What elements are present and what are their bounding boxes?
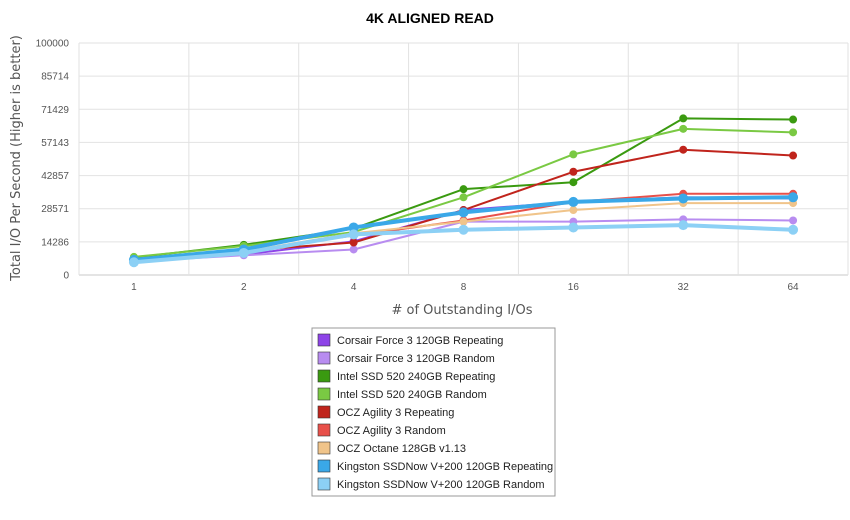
data-point[interactable] xyxy=(569,206,578,215)
data-point[interactable] xyxy=(678,220,689,231)
chart-title: 4K ALIGNED READ xyxy=(366,10,494,26)
data-point[interactable] xyxy=(678,193,689,204)
legend-item[interactable]: Kingston SSDNow V+200 120GB Repeating xyxy=(317,459,553,473)
data-point[interactable] xyxy=(458,224,469,235)
legend: Corsair Force 3 120GB Repeating Corsair F… xyxy=(311,327,556,497)
legend-label: OCZ Agility 3 Random xyxy=(337,425,446,437)
legend-label: Intel SSD 520 240GB Repeating xyxy=(337,371,495,383)
legend-swatch xyxy=(317,459,331,473)
data-point[interactable] xyxy=(569,150,578,159)
y-axis-label: Total I/O Per Second (Higher is better) xyxy=(9,35,24,282)
series-lines xyxy=(128,114,799,268)
y-tick-label: 28571 xyxy=(41,204,69,215)
y-tick-label: 100000 xyxy=(36,39,70,50)
legend-item[interactable]: OCZ Agility 3 Random xyxy=(317,423,446,437)
x-axis-ticks: 1 2 4 8 16 32 64 xyxy=(131,282,799,293)
legend-label: Kingston SSDNow V+200 120GB Random xyxy=(337,479,545,491)
data-point[interactable] xyxy=(349,245,358,254)
legend-swatch xyxy=(317,423,331,437)
legend-item[interactable]: Corsair Force 3 120GB Repeating xyxy=(317,333,503,347)
data-point[interactable] xyxy=(348,229,359,240)
data-point[interactable] xyxy=(789,128,798,137)
x-axis-label: # of Outstanding I/Os xyxy=(391,303,532,318)
legend-item[interactable]: Intel SSD 520 240GB Repeating xyxy=(317,369,495,383)
data-point[interactable] xyxy=(569,178,578,187)
legend-item[interactable]: Intel SSD 520 240GB Random xyxy=(317,387,487,401)
x-tick-label: 64 xyxy=(788,282,800,293)
data-point[interactable] xyxy=(568,196,579,207)
y-tick-label: 14286 xyxy=(41,237,69,248)
data-point[interactable] xyxy=(679,124,688,133)
x-tick-label: 32 xyxy=(678,282,690,293)
legend-swatch xyxy=(317,387,331,401)
legend-item[interactable]: OCZ Octane 128GB v1.13 xyxy=(317,441,466,455)
data-point[interactable] xyxy=(679,145,688,154)
data-point[interactable] xyxy=(459,217,468,226)
legend-swatch xyxy=(317,405,331,419)
grid xyxy=(78,42,849,276)
x-tick-label: 2 xyxy=(241,282,247,293)
legend-item[interactable]: OCZ Agility 3 Repeating xyxy=(317,405,454,419)
y-tick-label: 0 xyxy=(63,271,69,282)
legend-box xyxy=(311,327,556,497)
legend-label: Kingston SSDNow V+200 120GB Repeating xyxy=(337,461,553,473)
data-point[interactable] xyxy=(128,257,139,268)
x-tick-label: 16 xyxy=(568,282,580,293)
legend-label: Corsair Force 3 120GB Repeating xyxy=(337,335,503,347)
legend-item[interactable]: Corsair Force 3 120GB Random xyxy=(317,351,495,365)
legend-swatch xyxy=(317,477,331,491)
y-axis-ticks: 0 14286 28571 42857 57143 71429 85714 100000 xyxy=(36,39,70,282)
y-tick-label: 71429 xyxy=(41,105,69,116)
legend-swatch xyxy=(317,369,331,383)
data-point[interactable] xyxy=(238,247,249,258)
data-point[interactable] xyxy=(459,185,468,194)
x-tick-label: 4 xyxy=(351,282,357,293)
legend-label: OCZ Agility 3 Repeating xyxy=(337,407,454,419)
y-tick-label: 42857 xyxy=(41,171,69,182)
series-line xyxy=(133,148,794,261)
series-2 xyxy=(129,114,798,262)
legend-swatch xyxy=(317,351,331,365)
data-point[interactable] xyxy=(568,222,579,233)
legend-swatch xyxy=(317,441,331,455)
series-8 xyxy=(128,220,799,268)
data-point[interactable] xyxy=(788,224,799,235)
data-point[interactable] xyxy=(679,114,688,123)
data-point[interactable] xyxy=(788,192,799,203)
legend-label: OCZ Octane 128GB v1.13 xyxy=(337,443,466,455)
data-point[interactable] xyxy=(569,167,578,176)
data-point[interactable] xyxy=(459,193,468,202)
y-tick-label: 57143 xyxy=(41,138,69,149)
legend-swatch xyxy=(317,333,331,347)
data-point[interactable] xyxy=(458,207,469,218)
data-point[interactable] xyxy=(789,216,798,225)
data-point[interactable] xyxy=(349,238,358,247)
y-tick-label: 85714 xyxy=(41,72,69,83)
x-tick-label: 1 xyxy=(131,282,137,293)
x-tick-label: 8 xyxy=(461,282,467,293)
data-point[interactable] xyxy=(348,222,359,233)
data-point[interactable] xyxy=(789,151,798,160)
legend-label: Corsair Force 3 120GB Random xyxy=(337,353,495,365)
data-point[interactable] xyxy=(789,115,798,124)
legend-label: Intel SSD 520 240GB Random xyxy=(337,389,487,401)
legend-item[interactable]: Kingston SSDNow V+200 120GB Random xyxy=(317,477,545,491)
